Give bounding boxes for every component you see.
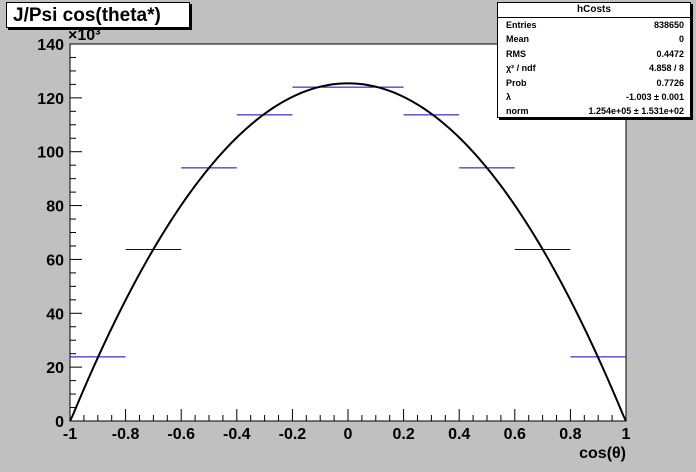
x-tick-label: 0.6 xyxy=(504,426,526,443)
x-axis-label: cos(θ) xyxy=(579,445,626,462)
stat-value: -1.003 ± 0.001 xyxy=(626,91,684,102)
x-axis: -1 -0.8 -0.6 -0.4 -0.2 0 0.2 0.4 0.6 0.8 1 xyxy=(63,409,631,443)
y-axis: 0 20 40 60 80 100 120 140 xyxy=(37,37,82,431)
stat-label: Mean xyxy=(506,34,530,45)
y-tick-label: 80 xyxy=(46,199,64,216)
x-tick-label: 0 xyxy=(344,426,353,443)
x-tick-label: -0.6 xyxy=(167,426,195,443)
x-tick-label: -0.4 xyxy=(223,426,251,443)
stat-label: χ² / ndf xyxy=(506,63,536,74)
stats-title: hCosts xyxy=(498,3,690,18)
y-tick-label: 20 xyxy=(46,360,64,377)
stat-value: 0.7726 xyxy=(656,77,684,88)
stats-box: hCosts Entries 838650 Mean 0 RMS 0.4472 … xyxy=(497,2,691,118)
x-tick-label: 0.2 xyxy=(392,426,414,443)
stat-value: 0 xyxy=(678,34,684,45)
x-tick-label: 1 xyxy=(622,426,631,443)
stat-label: norm xyxy=(506,106,529,117)
y-tick-label: 60 xyxy=(46,252,64,269)
stat-row-lambda: λ -1.003 ± 0.001 xyxy=(498,90,690,104)
stat-value: 838650 xyxy=(653,20,684,30)
y-tick-label: 120 xyxy=(37,91,64,108)
stat-row-rms: RMS 0.4472 xyxy=(498,47,690,61)
stat-label: λ xyxy=(506,91,512,102)
stat-label: Prob xyxy=(506,77,527,88)
y-tick-label: 140 xyxy=(37,37,64,54)
x-minor-ticks xyxy=(83,415,613,421)
stat-label: RMS xyxy=(506,48,526,59)
stat-row-norm: norm 1.254e+05 ± 1.531e+02 xyxy=(498,104,690,118)
x-tick-label: -1 xyxy=(63,426,77,443)
chart-title: J/Psi cos(theta*) xyxy=(6,2,190,28)
stat-label: Entries xyxy=(506,20,537,30)
fit-curve xyxy=(69,82,627,422)
stat-row-entries: Entries 838650 xyxy=(498,18,690,32)
x-tick-label: -0.2 xyxy=(279,426,307,443)
stat-value: 4.858 / 8 xyxy=(648,63,684,74)
y-tick-label: 0 xyxy=(55,414,64,431)
x-tick-label: -0.8 xyxy=(112,426,140,443)
y-tick-label: 100 xyxy=(37,145,64,162)
stat-row-prob: Prob 0.7726 xyxy=(498,76,690,90)
stat-row-chi2: χ² / ndf 4.858 / 8 xyxy=(498,61,690,75)
y-tick-label: 40 xyxy=(46,306,64,323)
stat-value: 1.254e+05 ± 1.531e+02 xyxy=(588,106,684,117)
x-tick-label: 0.8 xyxy=(559,426,581,443)
stat-row-mean: Mean 0 xyxy=(498,32,690,46)
x-tick-label: 0.4 xyxy=(448,426,470,443)
y-multiplier-label: ×10³ xyxy=(68,27,100,44)
stat-value: 0.4472 xyxy=(656,48,684,59)
